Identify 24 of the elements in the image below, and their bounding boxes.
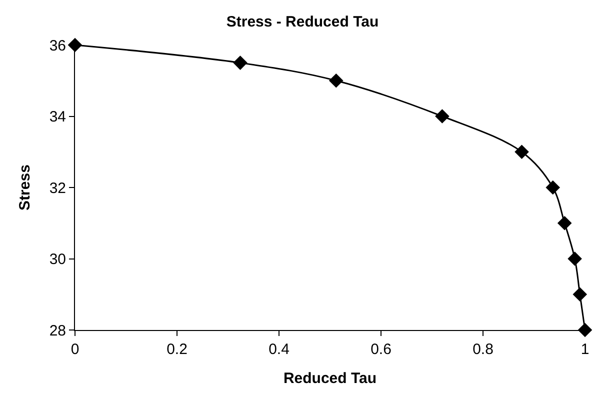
point — [557, 216, 572, 230]
point — [546, 180, 560, 195]
x-axis-title: Reduced Tau — [283, 370, 377, 387]
point — [68, 38, 82, 52]
y-tick-label: 28 — [49, 322, 66, 340]
x-tick-label: 0.4 — [268, 341, 290, 358]
x-tick-label: 0.6 — [370, 341, 392, 358]
y-axis-title: Stress — [16, 164, 34, 210]
x-tick-label: 0.2 — [166, 341, 188, 358]
point — [568, 252, 582, 266]
point — [233, 56, 248, 70]
x-tick-label: 0.8 — [472, 341, 494, 358]
point — [572, 287, 588, 302]
y-tick-label: 36 — [49, 37, 66, 54]
point — [328, 73, 344, 88]
x-tick-label: 0 — [70, 341, 80, 358]
x-tick-label: 1 — [580, 341, 590, 358]
point — [578, 322, 592, 338]
point — [435, 109, 450, 124]
chart-title: Stress - Reduced Tau — [226, 14, 379, 30]
point — [514, 144, 529, 160]
y-tick-label: 30 — [49, 251, 66, 268]
y-tick-label: 34 — [49, 108, 66, 126]
y-tick-label: 32 — [49, 180, 66, 197]
